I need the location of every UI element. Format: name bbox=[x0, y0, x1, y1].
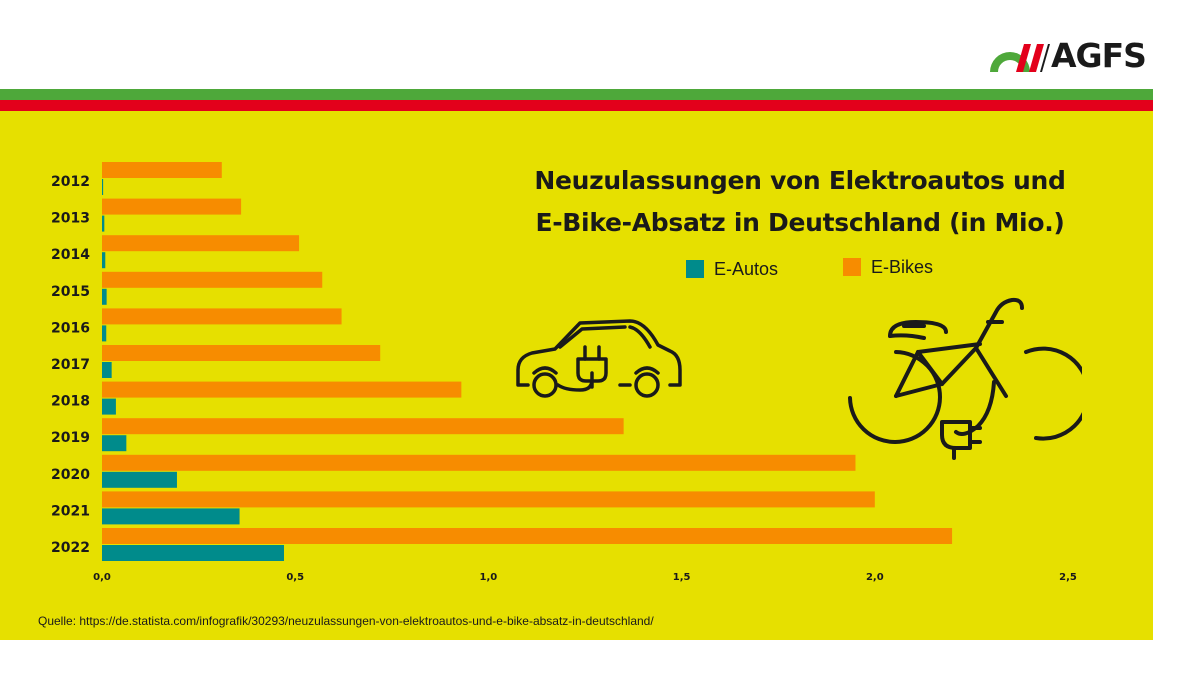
agfs-logo-text: AGFS bbox=[1051, 36, 1147, 75]
x-tick-label-5: 2,5 bbox=[1059, 572, 1077, 583]
bar-e-autos-2017 bbox=[102, 362, 112, 378]
header-stripe-green bbox=[0, 89, 1153, 100]
bar-e-autos-2021 bbox=[102, 508, 240, 525]
bar-e-autos-2020 bbox=[102, 471, 177, 488]
header-stripe-red bbox=[0, 100, 1153, 111]
bar-e-bikes-2015 bbox=[102, 271, 323, 288]
legend-swatch-e-autos bbox=[686, 260, 704, 278]
legend-label-e-bikes: E-Bikes bbox=[871, 256, 934, 277]
y-tick-label-2016: 2016 bbox=[51, 320, 90, 336]
y-tick-label-2013: 2013 bbox=[51, 211, 90, 227]
x-tick-label-4: 2,0 bbox=[866, 572, 884, 583]
bar-e-autos-2014 bbox=[102, 252, 106, 269]
x-tick-label-3: 1,5 bbox=[673, 572, 691, 583]
chart-title-line-1: Neuzulassungen von Elektroautos und bbox=[534, 166, 1066, 195]
y-tick-label-2020: 2020 bbox=[51, 467, 90, 483]
chart-title-line-2: E-Bike-Absatz in Deutschland (in Mio.) bbox=[535, 208, 1065, 237]
source-note: Quelle: https://de.statista.com/infograf… bbox=[38, 614, 654, 628]
bars-group bbox=[102, 162, 953, 561]
bar-e-bikes-2021 bbox=[102, 491, 875, 508]
legend-item-e-autos: E-Autos bbox=[686, 258, 778, 280]
y-tick-label-2021: 2021 bbox=[51, 503, 90, 519]
agfs-logo bbox=[990, 44, 1050, 72]
chart-title: Neuzulassungen von Elektroautos und E-Bi… bbox=[520, 160, 1080, 244]
y-tick-label-2015: 2015 bbox=[51, 284, 90, 300]
bar-e-bikes-2014 bbox=[102, 235, 300, 252]
x-axis-labels: 0,0 0,5 1,0 1,5 2,0 2,5 bbox=[93, 572, 1077, 583]
bar-e-bikes-2018 bbox=[102, 381, 462, 398]
bar-e-autos-2018 bbox=[102, 398, 116, 415]
x-tick-label-0: 0,0 bbox=[93, 572, 111, 583]
bar-e-autos-2012 bbox=[102, 179, 104, 195]
bar-e-bikes-2022 bbox=[102, 528, 953, 544]
legend-swatch-e-bikes bbox=[843, 258, 861, 276]
bar-e-bikes-2016 bbox=[102, 308, 342, 325]
x-tick-label-2: 1,0 bbox=[480, 572, 498, 583]
y-axis-labels: 2012 2013 2014 2015 2016 2017 2018 2019 2020 2021… bbox=[51, 174, 90, 556]
bar-e-bikes-2020 bbox=[102, 454, 856, 471]
y-tick-label-2012: 2012 bbox=[51, 174, 90, 190]
y-tick-label-2014: 2014 bbox=[51, 247, 90, 263]
electric-car-icon bbox=[516, 319, 682, 398]
bar-e-bikes-2017 bbox=[102, 345, 381, 361]
bar-e-autos-2019 bbox=[102, 435, 127, 452]
bar-e-bikes-2019 bbox=[102, 418, 624, 435]
bar-e-autos-2015 bbox=[102, 288, 107, 305]
y-tick-label-2019: 2019 bbox=[51, 430, 90, 446]
legend-item-e-bikes: E-Bikes bbox=[843, 256, 933, 278]
bar-e-autos-2022 bbox=[102, 545, 284, 561]
legend-label-e-autos: E-Autos bbox=[714, 258, 779, 279]
y-tick-label-2017: 2017 bbox=[51, 357, 90, 373]
bar-e-bikes-2012 bbox=[102, 162, 222, 178]
bar-e-autos-2016 bbox=[102, 325, 107, 342]
e-bike-icon bbox=[848, 297, 1082, 460]
bar-e-autos-2013 bbox=[102, 215, 105, 232]
bar-e-bikes-2013 bbox=[102, 198, 242, 215]
y-tick-label-2022: 2022 bbox=[51, 540, 90, 556]
x-tick-label-1: 0,5 bbox=[286, 572, 304, 583]
y-tick-label-2018: 2018 bbox=[51, 394, 90, 410]
